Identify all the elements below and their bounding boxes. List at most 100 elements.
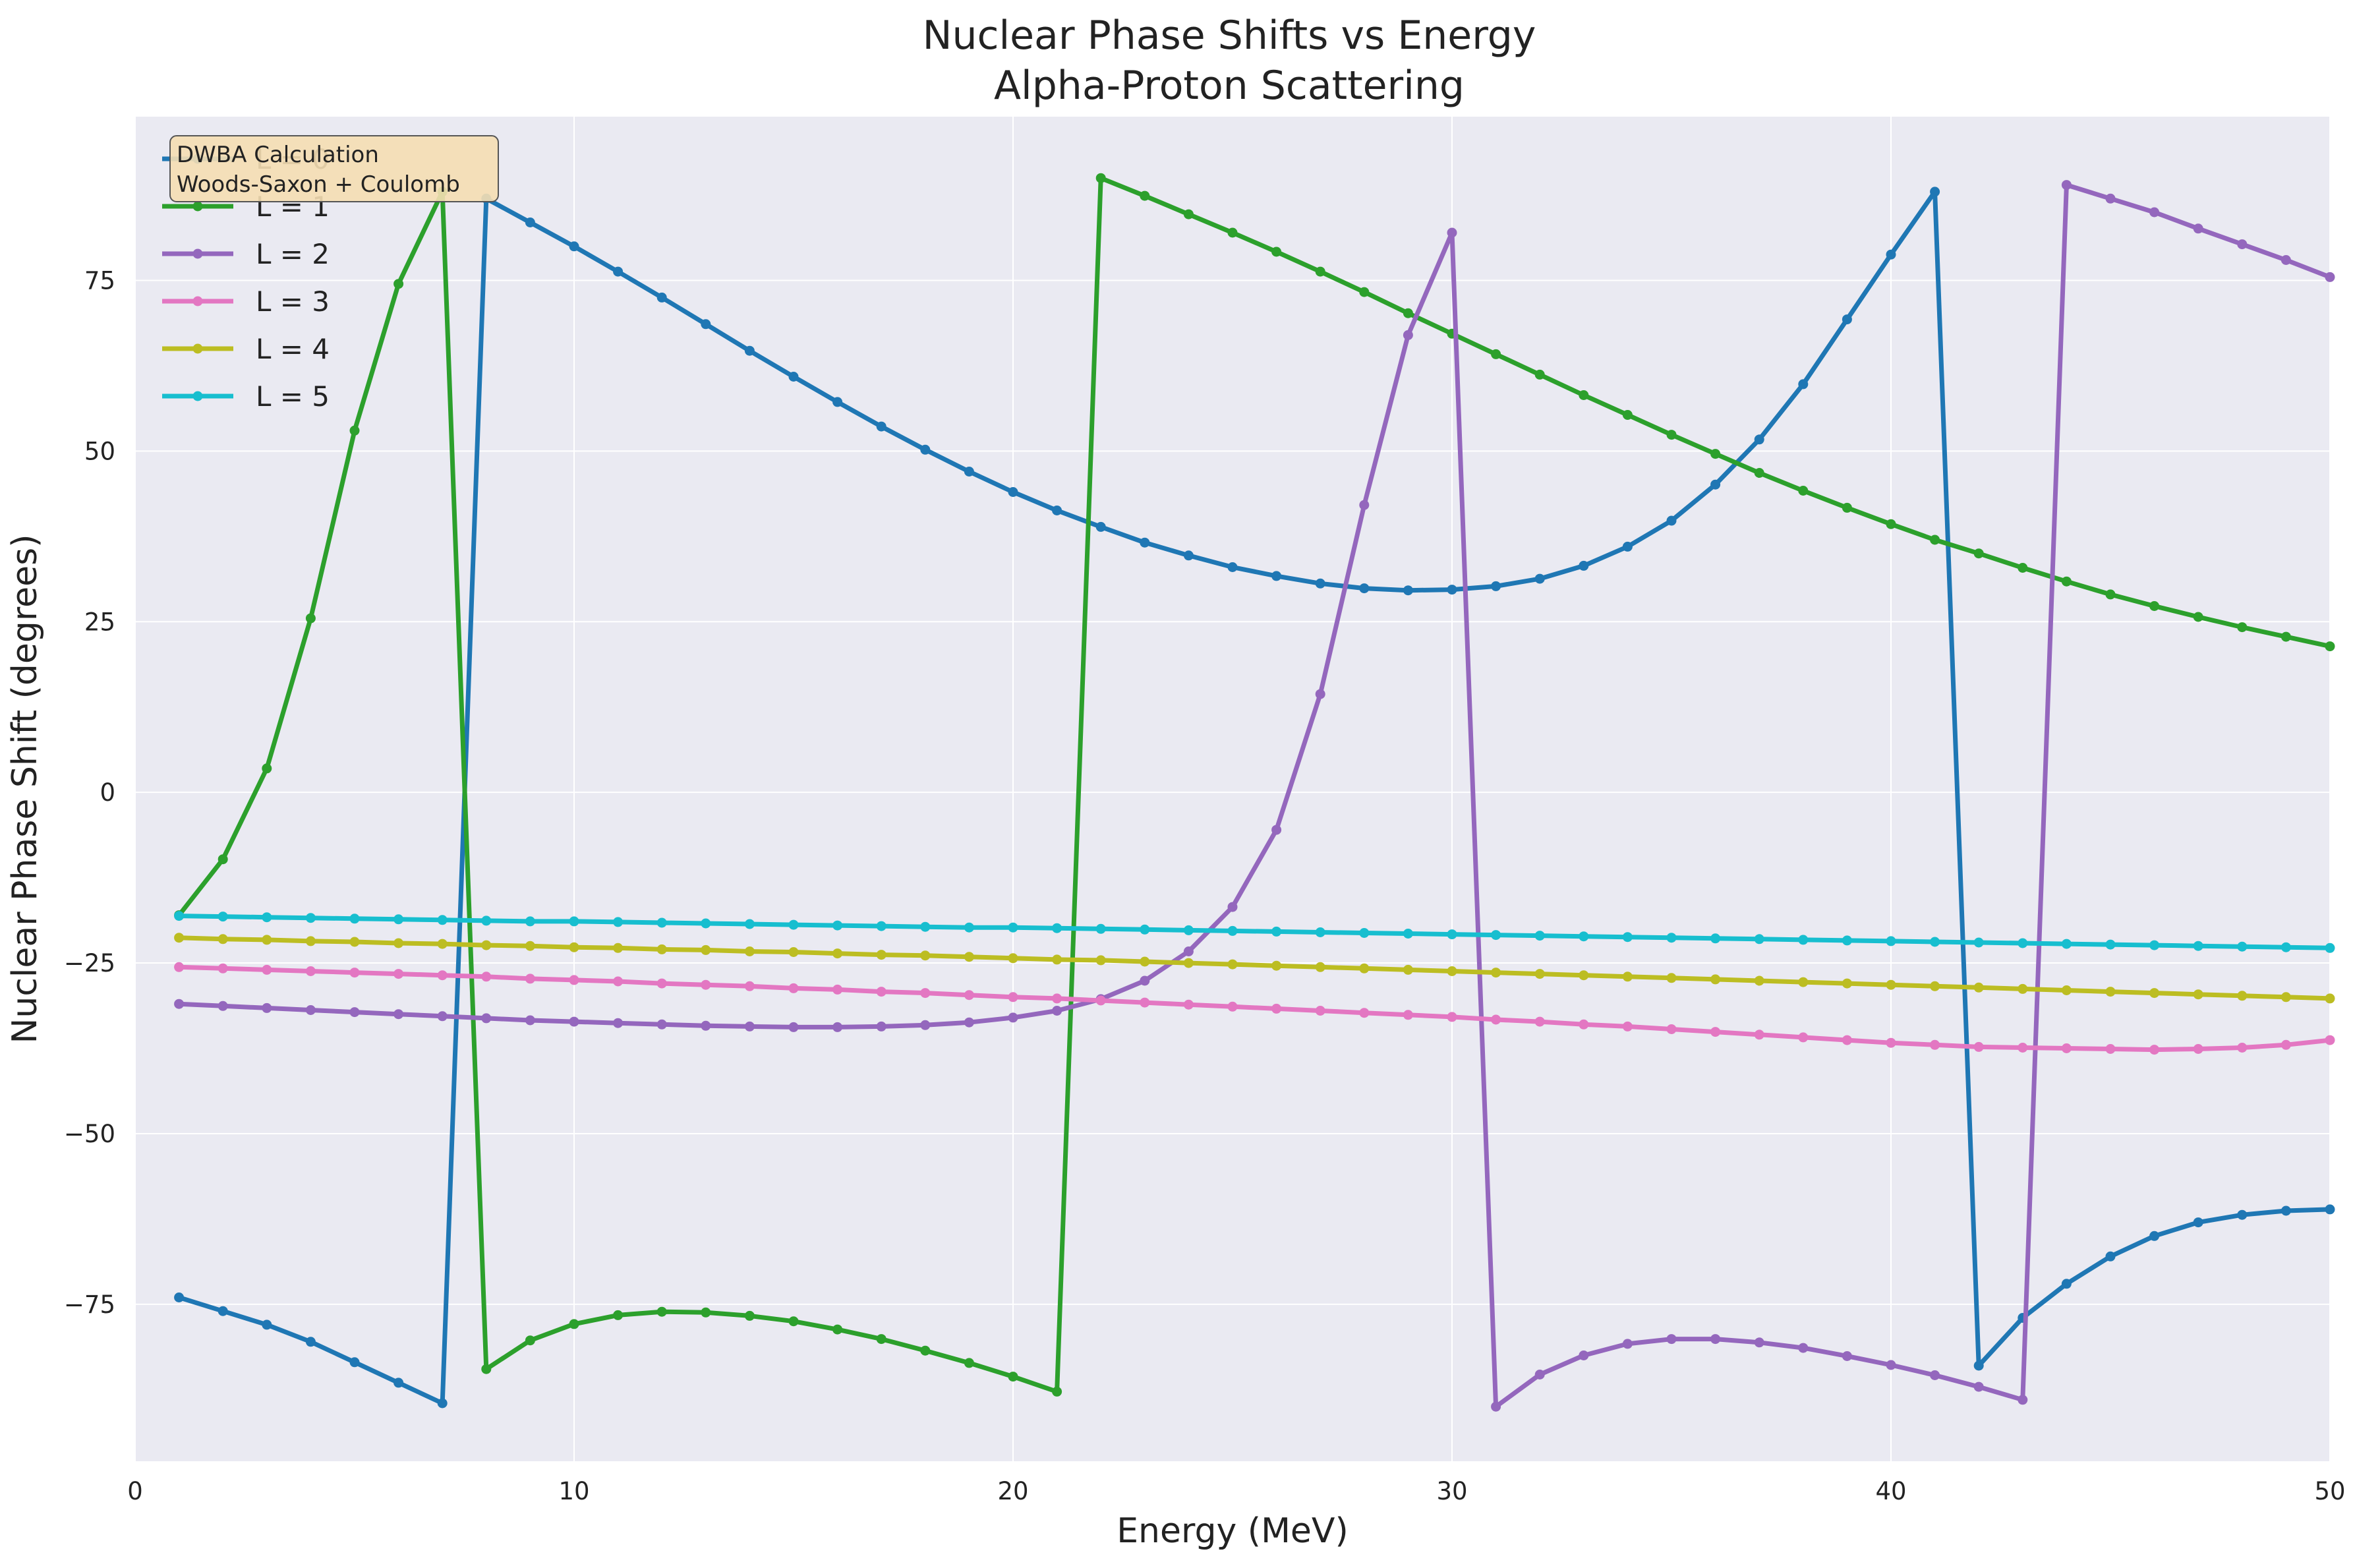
- data-point: [1622, 1339, 1633, 1349]
- annotation-line-2: Woods-Saxon + Coulomb: [177, 171, 460, 198]
- data-point: [1579, 970, 1589, 981]
- data-point: [2193, 1217, 2203, 1228]
- legend-label: L = 3: [256, 285, 330, 318]
- data-point: [1798, 935, 1809, 945]
- data-point: [744, 919, 755, 929]
- data-point: [1183, 209, 1194, 219]
- y-axis-label: Nuclear Phase Shift (degrees): [5, 534, 45, 1043]
- data-point: [1886, 1037, 1896, 1048]
- data-point: [2237, 991, 2248, 1001]
- data-point: [1008, 1012, 1018, 1023]
- data-point: [349, 968, 360, 978]
- data-point: [920, 444, 931, 455]
- legend-marker: [192, 296, 203, 306]
- data-point: [1842, 1035, 1852, 1045]
- data-point: [1973, 1041, 1984, 1052]
- data-point: [1973, 548, 1984, 559]
- data-point: [964, 1017, 974, 1028]
- data-point: [2325, 641, 2335, 652]
- data-point: [1534, 931, 1545, 941]
- data-point: [1666, 1024, 1677, 1034]
- x-tick-label: 20: [997, 1477, 1028, 1505]
- series-4: [174, 933, 2335, 1004]
- data-point: [1403, 585, 1413, 596]
- data-point: [2149, 601, 2160, 611]
- data-point: [569, 942, 579, 952]
- data-point: [1798, 1032, 1809, 1043]
- data-point: [2237, 622, 2248, 633]
- data-point: [2061, 1279, 2072, 1289]
- data-point: [1622, 1021, 1633, 1031]
- data-point: [832, 1022, 843, 1032]
- data-point: [174, 999, 185, 1009]
- data-point: [1359, 500, 1370, 510]
- data-point: [174, 962, 185, 972]
- data-point: [218, 854, 228, 865]
- data-point: [1008, 922, 1018, 933]
- series-3: [174, 962, 2335, 1055]
- data-point: [305, 966, 316, 976]
- data-point: [1534, 1370, 1545, 1379]
- data-point: [2325, 272, 2335, 282]
- x-tick-label: 10: [558, 1477, 589, 1505]
- data-point: [569, 1016, 579, 1027]
- data-point: [1842, 978, 1852, 989]
- data-point: [1271, 960, 1282, 971]
- data-point: [656, 944, 667, 954]
- data-point: [1534, 369, 1545, 380]
- data-point: [1227, 1001, 1238, 1012]
- data-point: [701, 979, 711, 990]
- data-point: [701, 1020, 711, 1031]
- data-point: [2325, 993, 2335, 1004]
- data-point: [656, 1306, 667, 1317]
- y-tick-label: −50: [64, 1120, 115, 1148]
- data-point: [788, 947, 799, 957]
- data-point: [525, 973, 535, 984]
- data-point: [437, 1398, 448, 1408]
- y-tick-label: 25: [84, 608, 115, 636]
- data-point: [1183, 550, 1194, 561]
- data-point: [1579, 1350, 1589, 1360]
- data-point: [1842, 935, 1852, 946]
- data-point: [1271, 571, 1282, 581]
- data-point: [1359, 928, 1370, 938]
- data-point: [437, 939, 448, 949]
- data-point: [1666, 515, 1677, 526]
- data-point: [1095, 173, 1106, 183]
- data-point: [1491, 349, 1501, 359]
- data-point: [1666, 973, 1677, 983]
- data-point: [2237, 239, 2248, 250]
- data-point: [569, 1319, 579, 1329]
- data-point: [437, 970, 448, 981]
- data-point: [876, 421, 886, 432]
- data-point: [1579, 390, 1589, 400]
- data-point: [788, 1022, 799, 1032]
- x-tick-label: 50: [2314, 1477, 2345, 1505]
- data-point: [656, 292, 667, 303]
- legend-marker: [192, 343, 203, 354]
- data-point: [349, 1007, 360, 1018]
- data-point: [2193, 989, 2203, 1000]
- data-point: [218, 963, 228, 973]
- data-point: [2018, 1043, 2028, 1053]
- data-point: [613, 976, 624, 987]
- data-point: [1973, 1381, 1984, 1392]
- data-point: [1183, 958, 1194, 968]
- legend-item: L = 5: [162, 380, 330, 413]
- data-point: [1095, 955, 1106, 966]
- data-point: [262, 1002, 272, 1013]
- data-point: [218, 1306, 228, 1316]
- series-0: [174, 187, 2335, 1408]
- data-point: [1095, 521, 1106, 532]
- data-point: [1930, 535, 1940, 545]
- data-point: [1315, 1006, 1325, 1016]
- data-point: [920, 1020, 931, 1030]
- data-point: [1930, 187, 1940, 197]
- data-point: [1271, 825, 1282, 835]
- legend-item: L = 4: [162, 333, 330, 365]
- data-point: [1622, 972, 1633, 982]
- data-point: [2237, 1209, 2248, 1220]
- data-point: [1710, 933, 1721, 944]
- series-line: [177, 175, 2333, 1394]
- data-point: [2061, 180, 2072, 190]
